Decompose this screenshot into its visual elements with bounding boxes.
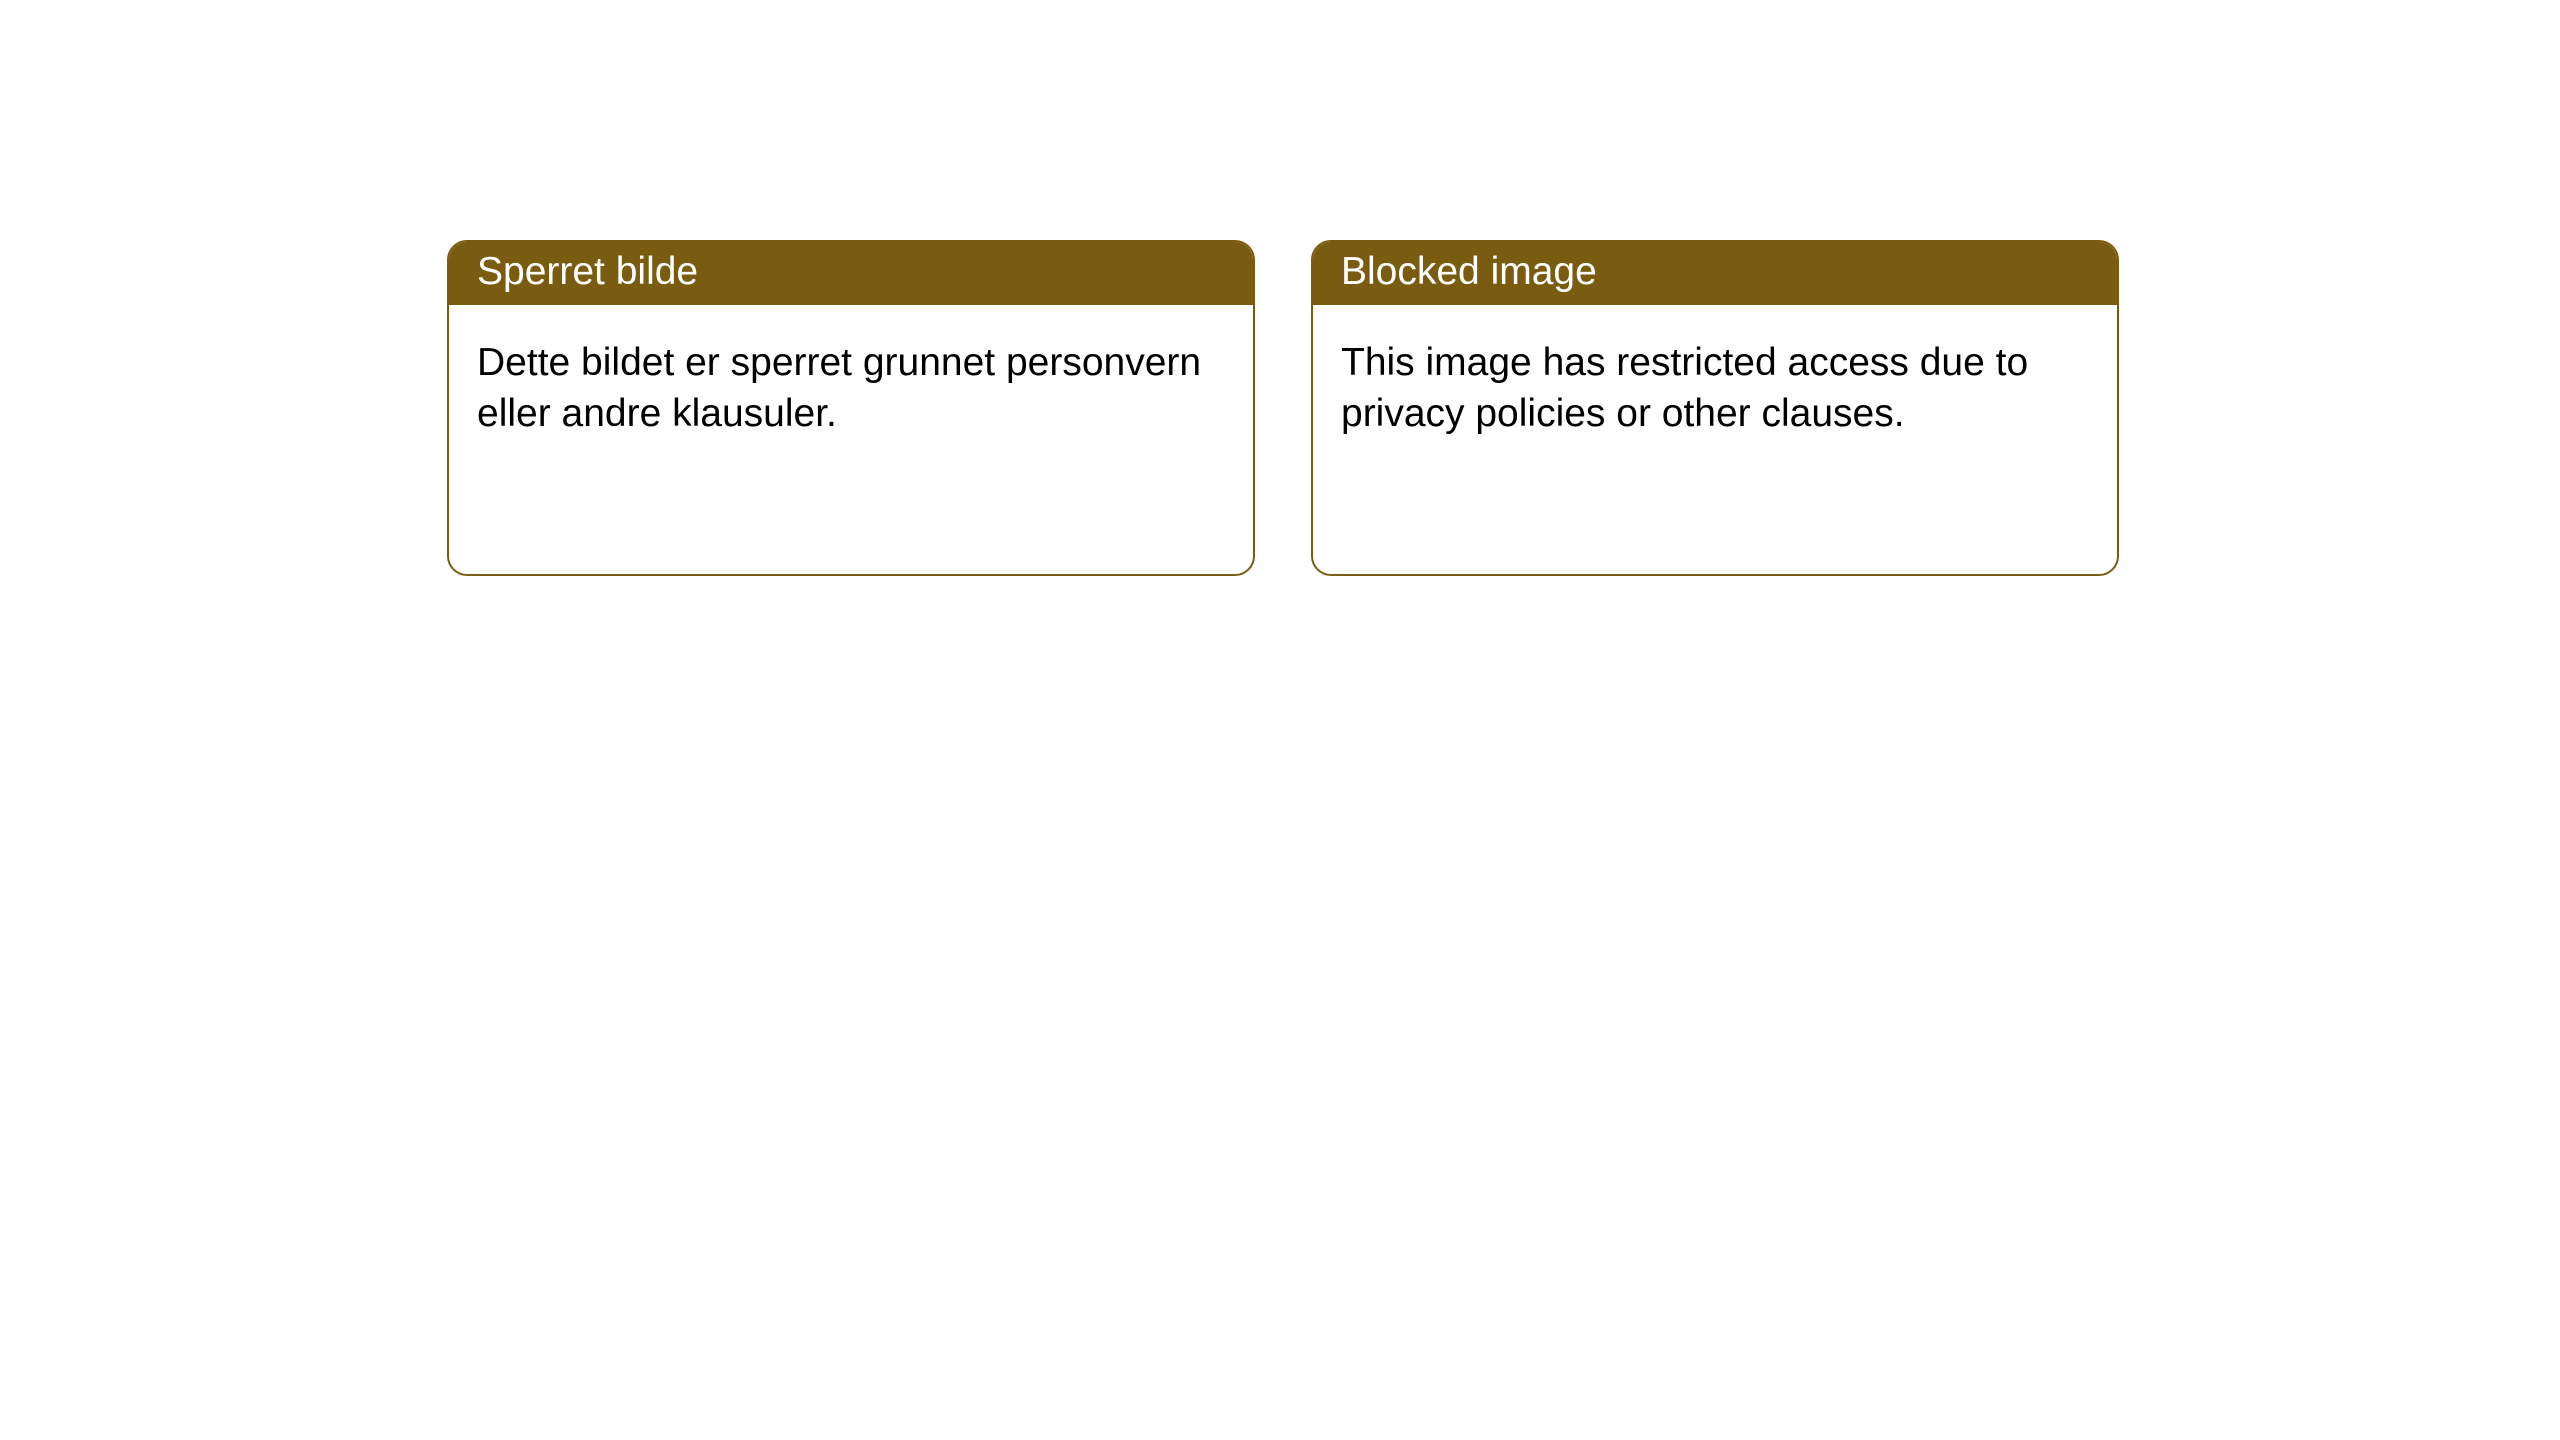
notice-card-english: Blocked image This image has restricted … xyxy=(1311,240,2119,576)
notice-card-norwegian: Sperret bilde Dette bildet er sperret gr… xyxy=(447,240,1255,576)
card-body: This image has restricted access due to … xyxy=(1313,305,2117,472)
card-header: Blocked image xyxy=(1313,242,2117,305)
notice-container: Sperret bilde Dette bildet er sperret gr… xyxy=(447,240,2119,576)
card-body: Dette bildet er sperret grunnet personve… xyxy=(449,305,1253,472)
card-header: Sperret bilde xyxy=(449,242,1253,305)
